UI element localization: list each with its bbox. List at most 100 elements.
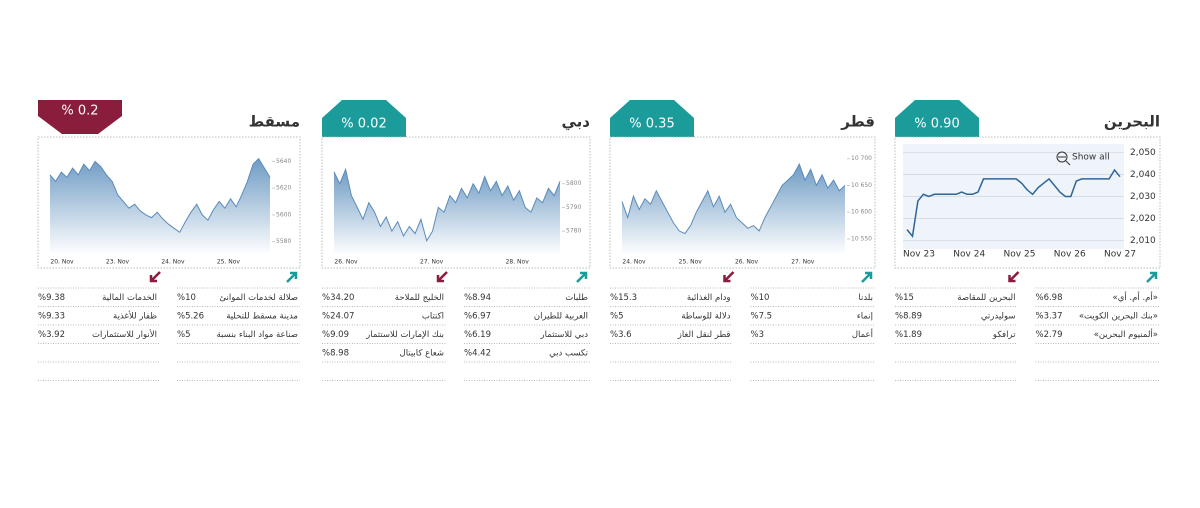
x-tick-label: 20. Nov	[50, 259, 74, 266]
x-tick-label: 24. Nov	[622, 259, 646, 266]
gainers-arrow	[576, 271, 588, 283]
y-tick-label: 2,010	[1130, 236, 1156, 246]
zoom-icon	[1056, 151, 1068, 163]
y-tick-label: 10 650	[851, 182, 872, 189]
stock-name: «بنك البحرين الكويت»	[1079, 311, 1158, 321]
stock-name: إنماء	[857, 311, 873, 321]
gainers-arrow	[1146, 271, 1158, 283]
stock-change: %9.33	[38, 311, 65, 321]
stock-name: تكسب دبي	[549, 348, 589, 358]
change-badge	[610, 100, 694, 137]
chart-frame	[609, 136, 876, 269]
losers-arrow	[149, 271, 161, 283]
stock-change: %9.38	[38, 293, 65, 303]
stock-change: %3	[751, 330, 765, 340]
stock-change: %5	[610, 311, 624, 321]
stock-name: بنك الإمارات للاستثمار	[365, 330, 444, 340]
market-title: دبي	[561, 113, 590, 131]
stock-name: دلالة للوساطة	[681, 311, 731, 321]
change-value: % 0.90	[914, 117, 959, 132]
losers-arrow	[1008, 271, 1020, 283]
y-tick-label: 2,050	[1130, 148, 1156, 158]
losers-arrow	[723, 271, 735, 283]
x-tick-label: Nov 27	[1104, 250, 1136, 260]
stock-change: %1.89	[895, 330, 922, 340]
y-tick-label: 2,020	[1130, 214, 1156, 224]
stock-change: %2.79	[1036, 330, 1063, 340]
stock-change: %34.20	[322, 293, 354, 303]
chart-frame	[894, 136, 1161, 269]
show-all-button[interactable]: Show all	[1056, 151, 1110, 166]
x-tick-label: 27. Nov	[420, 259, 444, 266]
area	[622, 164, 845, 255]
stock-name: مدينة مسقط للتحلية	[226, 311, 298, 321]
stock-name: البحرين للمقاصة	[957, 293, 1015, 303]
stock-name: الخدمات المالية	[102, 293, 157, 303]
stock-change: %10	[177, 293, 196, 303]
stock-name: ترافكو	[992, 330, 1016, 340]
x-tick-label: 26. Nov	[334, 259, 358, 266]
x-tick-label: Nov 23	[903, 250, 935, 260]
y-tick-label: 10 550	[851, 235, 872, 242]
stock-change: %3.92	[38, 330, 65, 340]
stock-name: قطر لنقل الغاز	[677, 330, 731, 340]
x-tick-label: 24. Nov	[161, 259, 185, 266]
market-title: مسقط	[249, 113, 300, 131]
x-tick-label: 26. Nov	[735, 259, 759, 266]
change-value: % 0.2	[61, 104, 98, 119]
y-tick-label: 2,030	[1130, 192, 1156, 202]
x-tick-label: 27. Nov	[791, 259, 815, 266]
y-tick-label: 2,040	[1130, 170, 1156, 180]
stock-name: صلالة لخدمات الموانئ	[219, 293, 298, 303]
area-line	[621, 162, 846, 235]
area	[334, 169, 560, 255]
y-tick-label: 5800	[566, 180, 581, 187]
y-tick-label: 5780	[566, 228, 581, 235]
stock-name: شعاع كابيتال	[400, 348, 444, 358]
stock-name: اكتتاب	[422, 311, 444, 321]
area	[50, 158, 270, 255]
stock-change: %6.98	[1036, 293, 1063, 303]
stock-change: %9.09	[322, 330, 349, 340]
stock-change: %8.94	[464, 293, 491, 303]
stock-name: «ألمنيوم البحرين»	[1094, 328, 1158, 340]
stock-name: صناعة مواد البناء بنسبة	[216, 330, 298, 340]
stock-change: %6.97	[464, 311, 491, 321]
change-value: % 0.35	[629, 117, 674, 132]
stock-change: %6.19	[464, 330, 491, 340]
y-tick-label: 5620	[276, 185, 291, 192]
x-tick-label: 23. Nov	[106, 259, 130, 266]
stock-name: طلبات	[565, 293, 588, 303]
market-title: البحرين	[1104, 113, 1160, 131]
x-tick-label: Nov 25	[1004, 250, 1036, 260]
change-badge	[322, 100, 406, 137]
losers-arrow	[436, 271, 448, 283]
y-tick-label: 10 600	[851, 209, 872, 216]
stock-name: أعمال	[852, 328, 873, 340]
area-line	[49, 157, 271, 234]
x-tick-label: 28. Nov	[506, 259, 530, 266]
stock-name: ودام الغذائية	[687, 293, 731, 303]
stock-change: %4.42	[464, 348, 491, 358]
stock-name: الخليج للملاحة	[395, 293, 444, 303]
stock-change: %15	[895, 293, 914, 303]
stock-name: بلدنا	[858, 293, 873, 303]
change-value: % 0.02	[341, 117, 386, 132]
y-tick-label: 5790	[566, 204, 581, 211]
stock-name: الأنوار للاستثمارات	[92, 329, 157, 340]
stock-change: %8.89	[895, 311, 922, 321]
market-title: قطر	[840, 113, 875, 131]
change-badge	[38, 100, 122, 134]
stock-name: سوليدرتي	[981, 311, 1016, 321]
line	[906, 168, 1121, 238]
stock-change: %7.5	[751, 311, 773, 321]
gainers-arrow	[286, 271, 298, 283]
zoom-icon	[1065, 160, 1071, 166]
area-line	[333, 167, 561, 242]
x-tick-label: 25. Nov	[679, 259, 703, 266]
y-tick-label: 10 700	[851, 155, 872, 162]
stock-change: %3.37	[1036, 311, 1063, 321]
x-tick-label: 25. Nov	[217, 259, 241, 266]
show-all-label: Show all	[1072, 153, 1110, 163]
